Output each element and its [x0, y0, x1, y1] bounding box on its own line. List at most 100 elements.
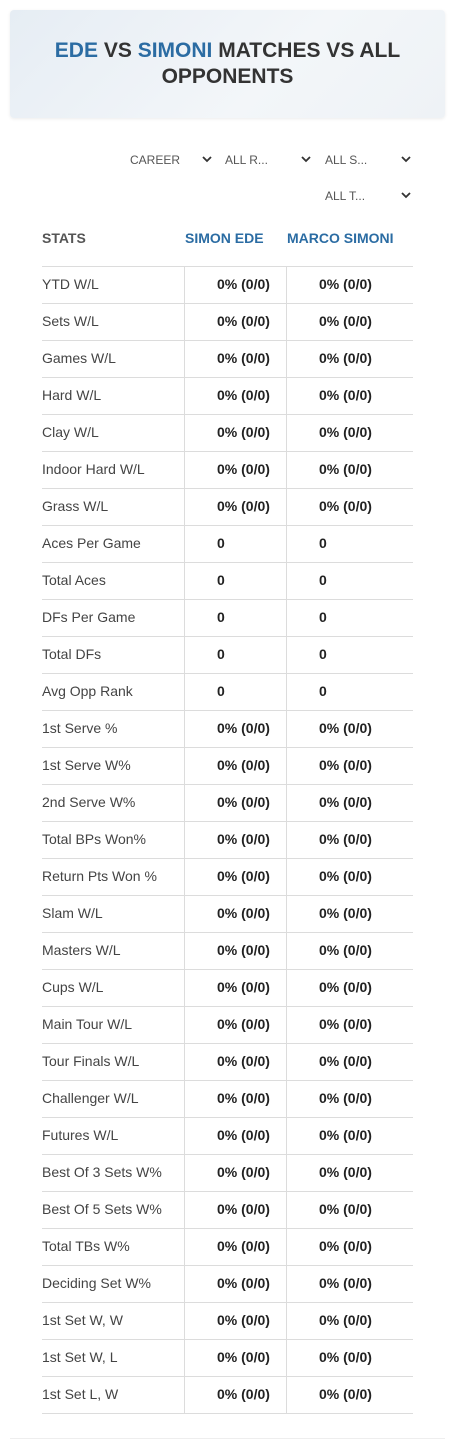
filter-label: ALL T...: [325, 189, 366, 203]
filter-select[interactable]: CAREER: [130, 150, 212, 170]
row-border: [42, 1339, 413, 1340]
stat-label: 2nd Serve W%: [42, 794, 136, 810]
footer-line: [10, 1438, 445, 1439]
row-border: [42, 747, 413, 748]
stat-value: 0% (0/0): [217, 942, 270, 958]
stat-value: 0% (0/0): [217, 1312, 270, 1328]
stat-value: 0% (0/0): [319, 1275, 372, 1291]
row-border: [42, 303, 413, 304]
stat-label: Main Tour W/L: [42, 1016, 132, 1032]
stat-label: 1st Set W, L: [42, 1349, 118, 1365]
stat-value: 0% (0/0): [319, 276, 372, 292]
stat-value: 0% (0/0): [319, 387, 372, 403]
stat-label: Clay W/L: [42, 424, 99, 440]
stat-value: 0% (0/0): [217, 1349, 270, 1365]
row-border: [42, 1413, 413, 1414]
column-border: [184, 266, 185, 1413]
stat-label: Avg Opp Rank: [42, 683, 133, 699]
filter-select[interactable]: ALL R...: [225, 150, 311, 170]
stat-label: Total DFs: [42, 646, 102, 662]
stat-value: 0% (0/0): [319, 1053, 372, 1069]
row-border: [42, 377, 413, 378]
title: EDE VS SIMONI MATCHES VS ALL OPPONENTS: [40, 38, 415, 90]
stat-label: 1st Serve %: [42, 720, 118, 736]
stat-value: 0% (0/0): [319, 1312, 372, 1328]
stat-label: Aces Per Game: [42, 535, 141, 551]
stat-label: Grass W/L: [42, 498, 109, 514]
stat-value: 0% (0/0): [319, 1238, 372, 1254]
row-border: [42, 1006, 413, 1007]
row-border: [42, 1302, 413, 1303]
stat-value: 0% (0/0): [319, 313, 372, 329]
column-header: MARCO SIMONI: [287, 230, 394, 246]
stat-label: Deciding Set W%: [42, 1275, 151, 1291]
row-border: [42, 969, 413, 970]
chevron: [401, 192, 411, 199]
filter-label: CAREER: [130, 153, 181, 167]
title-player2: SIMONI: [137, 39, 213, 62]
filter-select[interactable]: ALL S...: [325, 150, 411, 170]
stat-value: 0: [319, 535, 327, 551]
stat-value: 0% (0/0): [319, 905, 372, 921]
stat-value: 0% (0/0): [217, 868, 270, 884]
filter-select[interactable]: ALL T...: [325, 186, 411, 206]
stat-value: 0% (0/0): [217, 350, 270, 366]
stat-value: 0% (0/0): [319, 720, 372, 736]
row-border: [42, 488, 413, 489]
column-header: SIMON EDE: [185, 230, 264, 246]
row-border: [42, 525, 413, 526]
title-rest: MATCHES VS ALL OPPONENTS: [161, 39, 401, 88]
stat-label: Total BPs Won%: [42, 831, 147, 847]
row-border: [42, 1154, 413, 1155]
row-border: [42, 340, 413, 341]
stat-label: Indoor Hard W/L: [42, 461, 145, 477]
row-border: [42, 895, 413, 896]
column-border: [286, 266, 287, 1413]
row-border: [42, 562, 413, 563]
stat-label: YTD W/L: [42, 276, 99, 292]
stat-value: 0% (0/0): [319, 424, 372, 440]
stat-value: 0: [319, 646, 327, 662]
stat-value: 0% (0/0): [217, 313, 270, 329]
row-border: [42, 414, 413, 415]
row-border: [42, 858, 413, 859]
stat-label: Hard W/L: [42, 387, 102, 403]
title-player1: EDE: [54, 39, 98, 62]
stat-value: 0% (0/0): [217, 387, 270, 403]
row-border: [42, 1080, 413, 1081]
row-border: [42, 266, 413, 267]
stat-value: 0% (0/0): [217, 1164, 270, 1180]
stat-label: Total TBs W%: [42, 1238, 130, 1254]
stat-value: 0% (0/0): [217, 1090, 270, 1106]
stat-value: 0% (0/0): [217, 905, 270, 921]
chevron: [401, 156, 411, 163]
stat-label: Futures W/L: [42, 1127, 119, 1143]
stat-label: Tour Finals W/L: [42, 1053, 140, 1069]
row-border: [42, 932, 413, 933]
stat-value: 0% (0/0): [319, 350, 372, 366]
stat-value: 0: [217, 609, 225, 625]
stat-value: 0% (0/0): [319, 757, 372, 773]
stat-value: 0% (0/0): [319, 794, 372, 810]
row-border: [42, 1265, 413, 1266]
stat-label: 1st Set L, W: [42, 1386, 119, 1402]
header-card: EDE VS SIMONI MATCHES VS ALL OPPONENTS: [10, 10, 445, 118]
stat-label: 1st Set W, W: [42, 1312, 123, 1328]
row-border: [42, 710, 413, 711]
stat-value: 0% (0/0): [217, 720, 270, 736]
row-border: [42, 599, 413, 600]
stat-value: 0% (0/0): [217, 794, 270, 810]
stat-value: 0% (0/0): [319, 461, 372, 477]
stat-value: 0% (0/0): [217, 831, 270, 847]
stat-value: 0% (0/0): [217, 979, 270, 995]
stat-label: Slam W/L: [42, 905, 103, 921]
stat-value: 0% (0/0): [217, 1275, 270, 1291]
row-border: [42, 636, 413, 637]
stat-value: 0: [319, 572, 327, 588]
stat-value: 0% (0/0): [319, 1164, 372, 1180]
row-border: [42, 1043, 413, 1044]
stat-value: 0% (0/0): [319, 1201, 372, 1217]
stat-value: 0% (0/0): [319, 868, 372, 884]
stat-value: 0% (0/0): [217, 1201, 270, 1217]
